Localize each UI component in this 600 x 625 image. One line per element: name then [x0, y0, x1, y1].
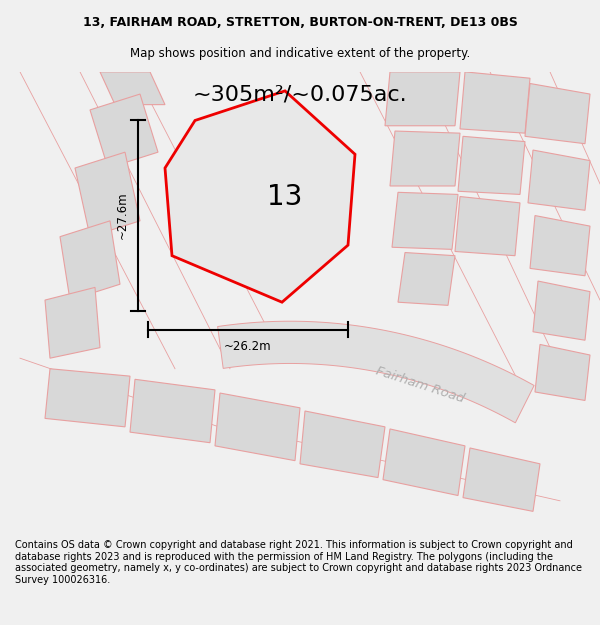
Polygon shape — [535, 344, 590, 401]
Text: ~27.6m: ~27.6m — [115, 192, 128, 239]
Text: Fairham Road: Fairham Road — [374, 364, 466, 405]
Polygon shape — [60, 221, 120, 300]
Polygon shape — [165, 91, 355, 302]
Polygon shape — [398, 253, 455, 306]
Text: ~305m²/~0.075ac.: ~305m²/~0.075ac. — [193, 84, 407, 104]
Text: Contains OS data © Crown copyright and database right 2021. This information is : Contains OS data © Crown copyright and d… — [15, 540, 582, 585]
Polygon shape — [215, 393, 300, 461]
Polygon shape — [45, 288, 100, 358]
Text: 13, FAIRHAM ROAD, STRETTON, BURTON-ON-TRENT, DE13 0BS: 13, FAIRHAM ROAD, STRETTON, BURTON-ON-TR… — [83, 16, 517, 29]
Polygon shape — [458, 136, 525, 194]
Polygon shape — [533, 281, 590, 340]
Polygon shape — [390, 131, 460, 186]
Polygon shape — [45, 369, 130, 427]
Polygon shape — [463, 448, 540, 511]
Polygon shape — [300, 411, 385, 478]
Polygon shape — [392, 192, 458, 249]
Polygon shape — [130, 379, 215, 442]
Polygon shape — [525, 84, 590, 144]
Polygon shape — [100, 72, 165, 104]
Polygon shape — [530, 216, 590, 276]
Polygon shape — [383, 429, 465, 496]
Polygon shape — [90, 94, 158, 168]
Text: ~26.2m: ~26.2m — [224, 340, 272, 353]
Polygon shape — [75, 152, 140, 237]
Polygon shape — [385, 72, 460, 126]
Polygon shape — [460, 72, 530, 133]
Polygon shape — [455, 196, 520, 256]
Text: Map shows position and indicative extent of the property.: Map shows position and indicative extent… — [130, 48, 470, 61]
Polygon shape — [218, 321, 534, 423]
Text: 13: 13 — [268, 182, 302, 211]
Polygon shape — [528, 150, 590, 210]
